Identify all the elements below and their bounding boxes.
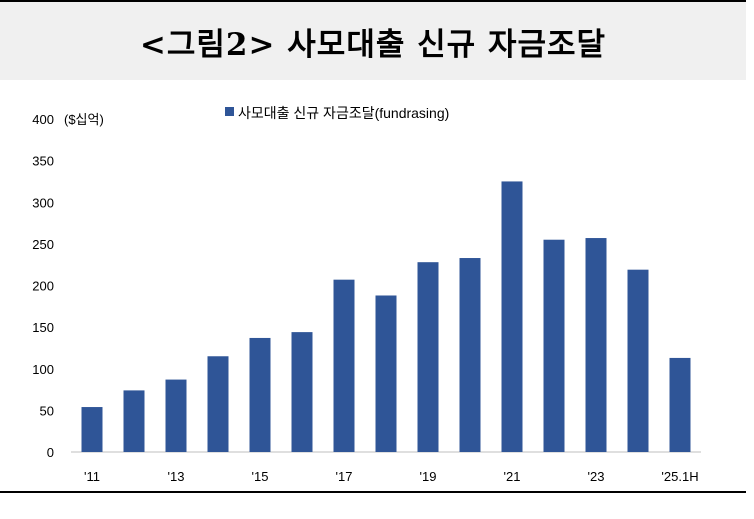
x-tick-label: '23 bbox=[588, 469, 605, 484]
x-tick-label: '13 bbox=[168, 469, 185, 484]
y-tick-label: 150 bbox=[32, 320, 54, 335]
bar bbox=[375, 295, 397, 452]
legend-swatch bbox=[225, 107, 234, 116]
y-tick-label: 250 bbox=[32, 237, 54, 252]
bottom-rule bbox=[0, 491, 746, 493]
bar bbox=[81, 407, 103, 452]
y-axis-unit: ($십억) bbox=[64, 112, 104, 127]
legend-label: 사모대출 신규 자금조달(fundrasing) bbox=[238, 105, 449, 121]
bar bbox=[291, 332, 313, 452]
bars bbox=[81, 181, 691, 452]
x-tick-label: '11 bbox=[84, 469, 100, 484]
bar bbox=[543, 239, 565, 452]
y-tick-label: 350 bbox=[32, 154, 54, 169]
bar bbox=[207, 356, 229, 452]
bar bbox=[417, 262, 439, 452]
x-tick-label: '15 bbox=[252, 469, 269, 484]
y-tick-label: 100 bbox=[32, 362, 54, 377]
figure-header: <그림2> 사모대출 신규 자금조달 bbox=[0, 0, 746, 80]
y-tick-label: 200 bbox=[32, 279, 54, 294]
y-tick-label: 300 bbox=[32, 195, 54, 210]
x-tick-label: '21 bbox=[504, 469, 521, 484]
y-tick-label: 0 bbox=[47, 445, 54, 460]
bar bbox=[333, 279, 355, 452]
y-tick-label: 400 bbox=[32, 112, 54, 127]
x-tick-label: '19 bbox=[420, 469, 437, 484]
bar bbox=[585, 238, 607, 452]
y-axis-ticks: 0 50 100 150 200 250 300 350 400 bbox=[32, 112, 54, 460]
bar bbox=[627, 269, 649, 452]
x-tick-label: '25.1H bbox=[661, 469, 698, 484]
y-tick-label: 50 bbox=[40, 403, 54, 418]
bar bbox=[501, 181, 523, 452]
x-tick-label: '17 bbox=[336, 469, 353, 484]
bar bbox=[249, 337, 271, 452]
bar bbox=[165, 379, 187, 452]
bar bbox=[669, 357, 691, 452]
x-axis-ticks: '11 '13 '15 '17 '19 '21 '23 '25.1H bbox=[84, 469, 699, 484]
bar bbox=[123, 390, 145, 452]
figure-title: <그림2> 사모대출 신규 자금조달 bbox=[139, 26, 607, 63]
legend: 사모대출 신규 자금조달(fundrasing) bbox=[225, 105, 449, 121]
bar bbox=[459, 258, 481, 452]
